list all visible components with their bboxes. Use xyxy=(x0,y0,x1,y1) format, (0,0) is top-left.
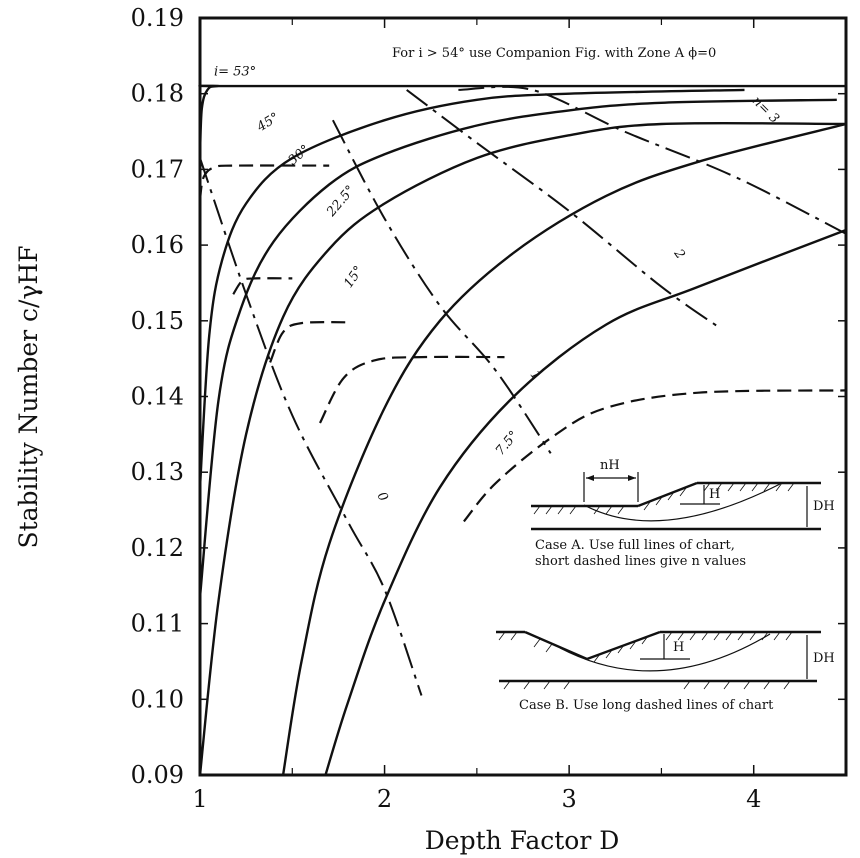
curve-label-22-5: 22.5° xyxy=(324,183,359,221)
y-tick-label: 0.11 xyxy=(131,610,184,638)
y-tick-label: 0.15 xyxy=(131,307,184,335)
x-tick-label: 4 xyxy=(746,785,761,813)
y-tick-label: 0.18 xyxy=(131,80,184,108)
top-note: For i > 54° use Companion Fig. with Zone… xyxy=(392,46,716,61)
case-a-hatching xyxy=(533,482,795,515)
y-tick-label: 0.10 xyxy=(131,685,184,713)
x-axis-label: Depth Factor D xyxy=(425,826,620,855)
curve-label-i-53: i= 53° xyxy=(214,65,256,80)
curve-45 xyxy=(198,88,745,488)
curve-label-45: 45° xyxy=(254,110,282,135)
case-b-left-slope xyxy=(524,630,588,661)
y-tick-label: 0.12 xyxy=(131,534,184,562)
curve-22-5 xyxy=(198,121,847,776)
arrow-left-icon xyxy=(586,475,594,481)
x-tick-label: 2 xyxy=(377,785,392,813)
case-a-slope xyxy=(637,481,698,508)
curve-label-7-5: 7.5° xyxy=(493,428,522,458)
curve-n-2-long-dashed xyxy=(406,89,722,330)
y-tick-label: 0.16 xyxy=(131,231,184,259)
case-b-slip-circle xyxy=(559,633,771,672)
y-tick-label: 0.19 xyxy=(131,4,184,32)
case-a-slip-circle xyxy=(583,483,781,522)
curve-n-1-long-dashed xyxy=(332,119,552,454)
case-b-caption: Case B. Use long dashed lines of chart xyxy=(519,698,774,713)
x-tick-label: 1 xyxy=(192,785,207,813)
case-a-nh-label: nH xyxy=(600,458,620,473)
case-b-h-label: H xyxy=(673,640,684,655)
curve-n-1-short-dashed xyxy=(269,321,348,363)
y-tick-label: 0.09 xyxy=(131,761,184,789)
curve-n-0-short-dashed xyxy=(198,164,330,200)
curve-i-53 xyxy=(198,84,846,155)
curve-15 xyxy=(281,122,847,776)
case-b-hatching xyxy=(498,631,793,690)
axis-ticks: 0.09 0.10 0.11 0.12 0.13 0.14 0.15 0.16 0.17 0.18… xyxy=(131,4,846,813)
curve-n-2-short-dashed xyxy=(319,355,505,424)
y-axis-label: Stability Number c/γHF xyxy=(14,245,43,548)
y-tick-label: 0.14 xyxy=(131,383,184,411)
arrow-right-icon xyxy=(628,475,636,481)
curve-label-n-0-long-dashed: 0 xyxy=(373,490,390,505)
curve-label-15: 15° xyxy=(341,263,367,290)
plot-frame xyxy=(198,16,848,777)
curve-n-0-5-short-dashed xyxy=(232,277,293,295)
curve-n-3-short-dashed xyxy=(463,389,847,523)
case-a-caption-1: Case A. Use full lines of chart, xyxy=(535,538,735,553)
curve-n-0-long-dashed xyxy=(199,157,423,696)
case-a-caption-2: short dashed lines give n values xyxy=(535,554,746,569)
case-a-dh-label: DH xyxy=(813,499,835,514)
x-tick-label: 3 xyxy=(562,785,577,813)
curve-30 xyxy=(198,98,837,598)
y-tick-label: 0.13 xyxy=(131,458,184,486)
chart-curves xyxy=(198,84,847,776)
case-a-h-label: H xyxy=(709,487,720,502)
case-b-diagram: H DH Case B. Use long dashed lines of ch… xyxy=(496,630,835,713)
y-tick-label: 0.17 xyxy=(131,155,184,183)
curve-7-5 xyxy=(324,228,847,776)
curve-label-n-2-long-dashed: 2 xyxy=(670,246,688,262)
curve-n-3-long-dashed xyxy=(458,85,847,235)
curve-label-n-3-long-dashed: n= 3 xyxy=(749,94,782,127)
case-b-dh-label: DH xyxy=(813,651,835,666)
case-a-diagram: nH H DH Case A. Use full lines of chart,… xyxy=(531,458,835,569)
